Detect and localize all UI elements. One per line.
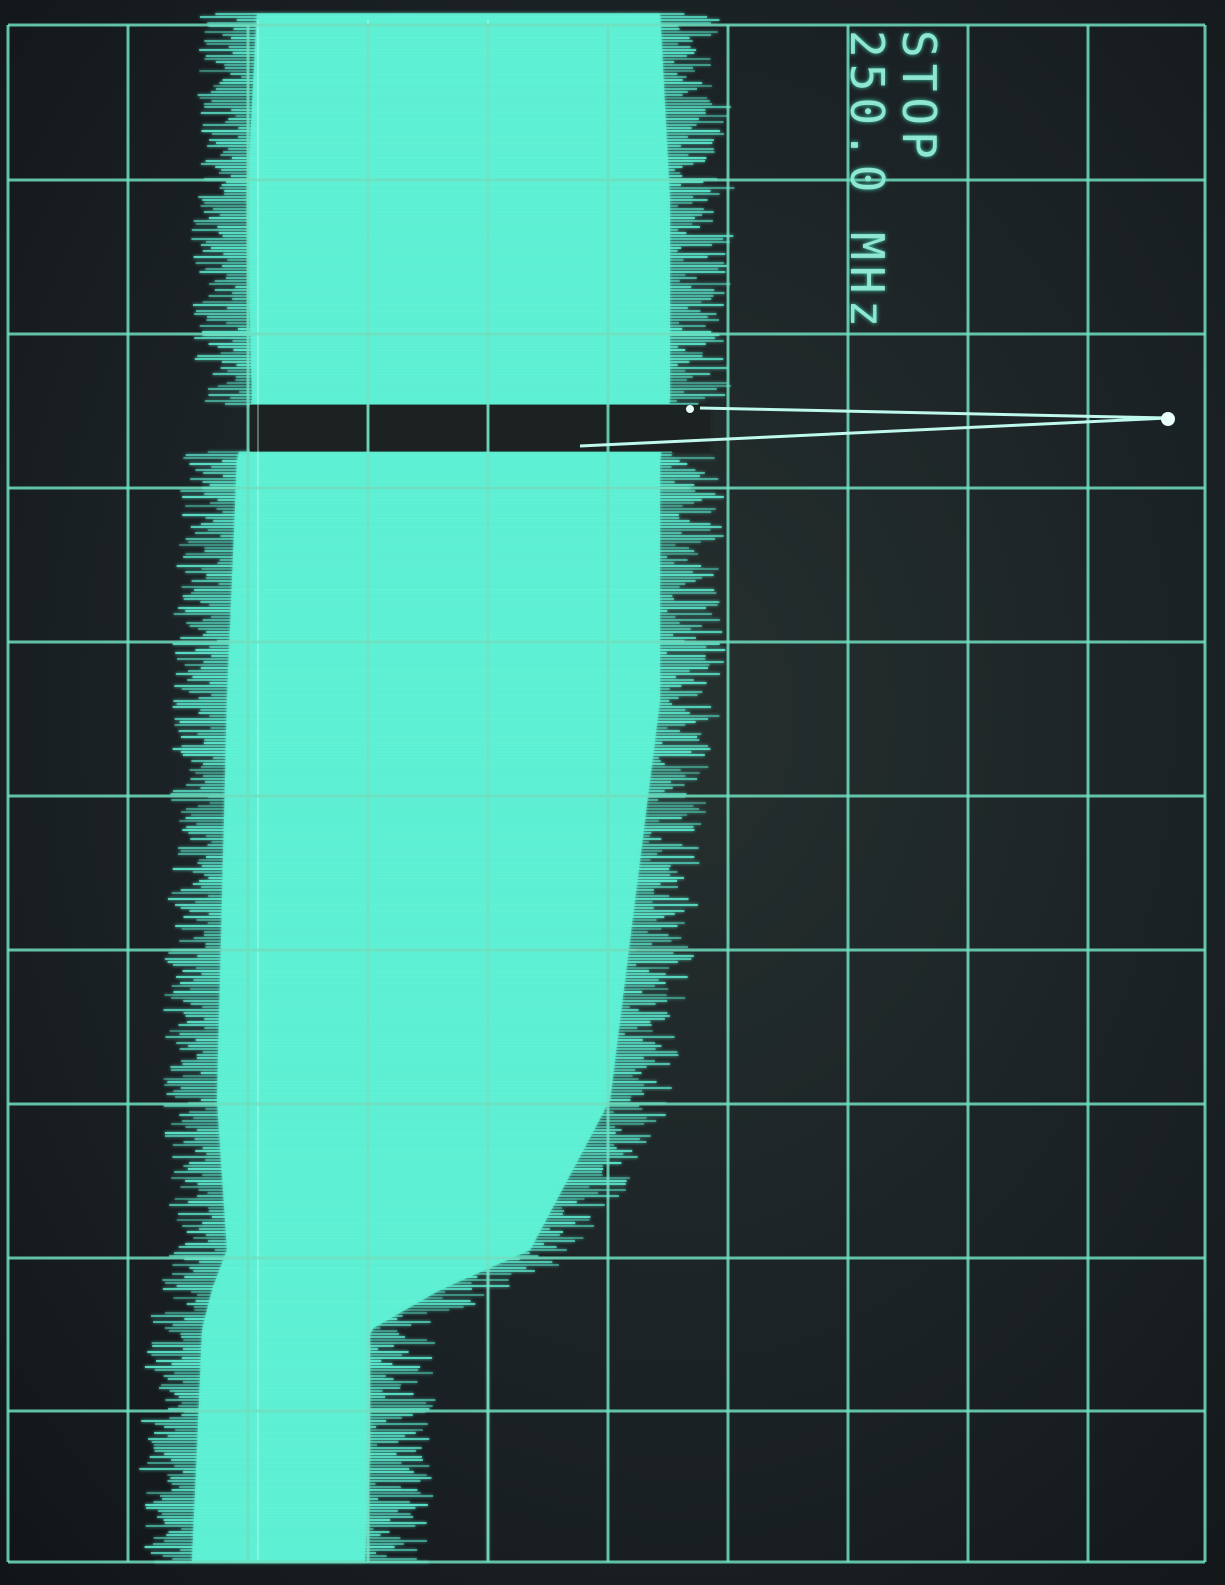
graticule: [6, 23, 1207, 1564]
readout-frequency: 250.0 MHz: [840, 30, 894, 334]
noise-trace: [139, 13, 735, 1563]
stop-frequency-readout: STOP 250.0 MHz: [840, 30, 946, 334]
readout-mode: STOP: [892, 30, 946, 165]
trace-gap: [250, 404, 710, 452]
spike-peak-dot: [1161, 412, 1175, 426]
spike-base-dot: [686, 405, 694, 413]
